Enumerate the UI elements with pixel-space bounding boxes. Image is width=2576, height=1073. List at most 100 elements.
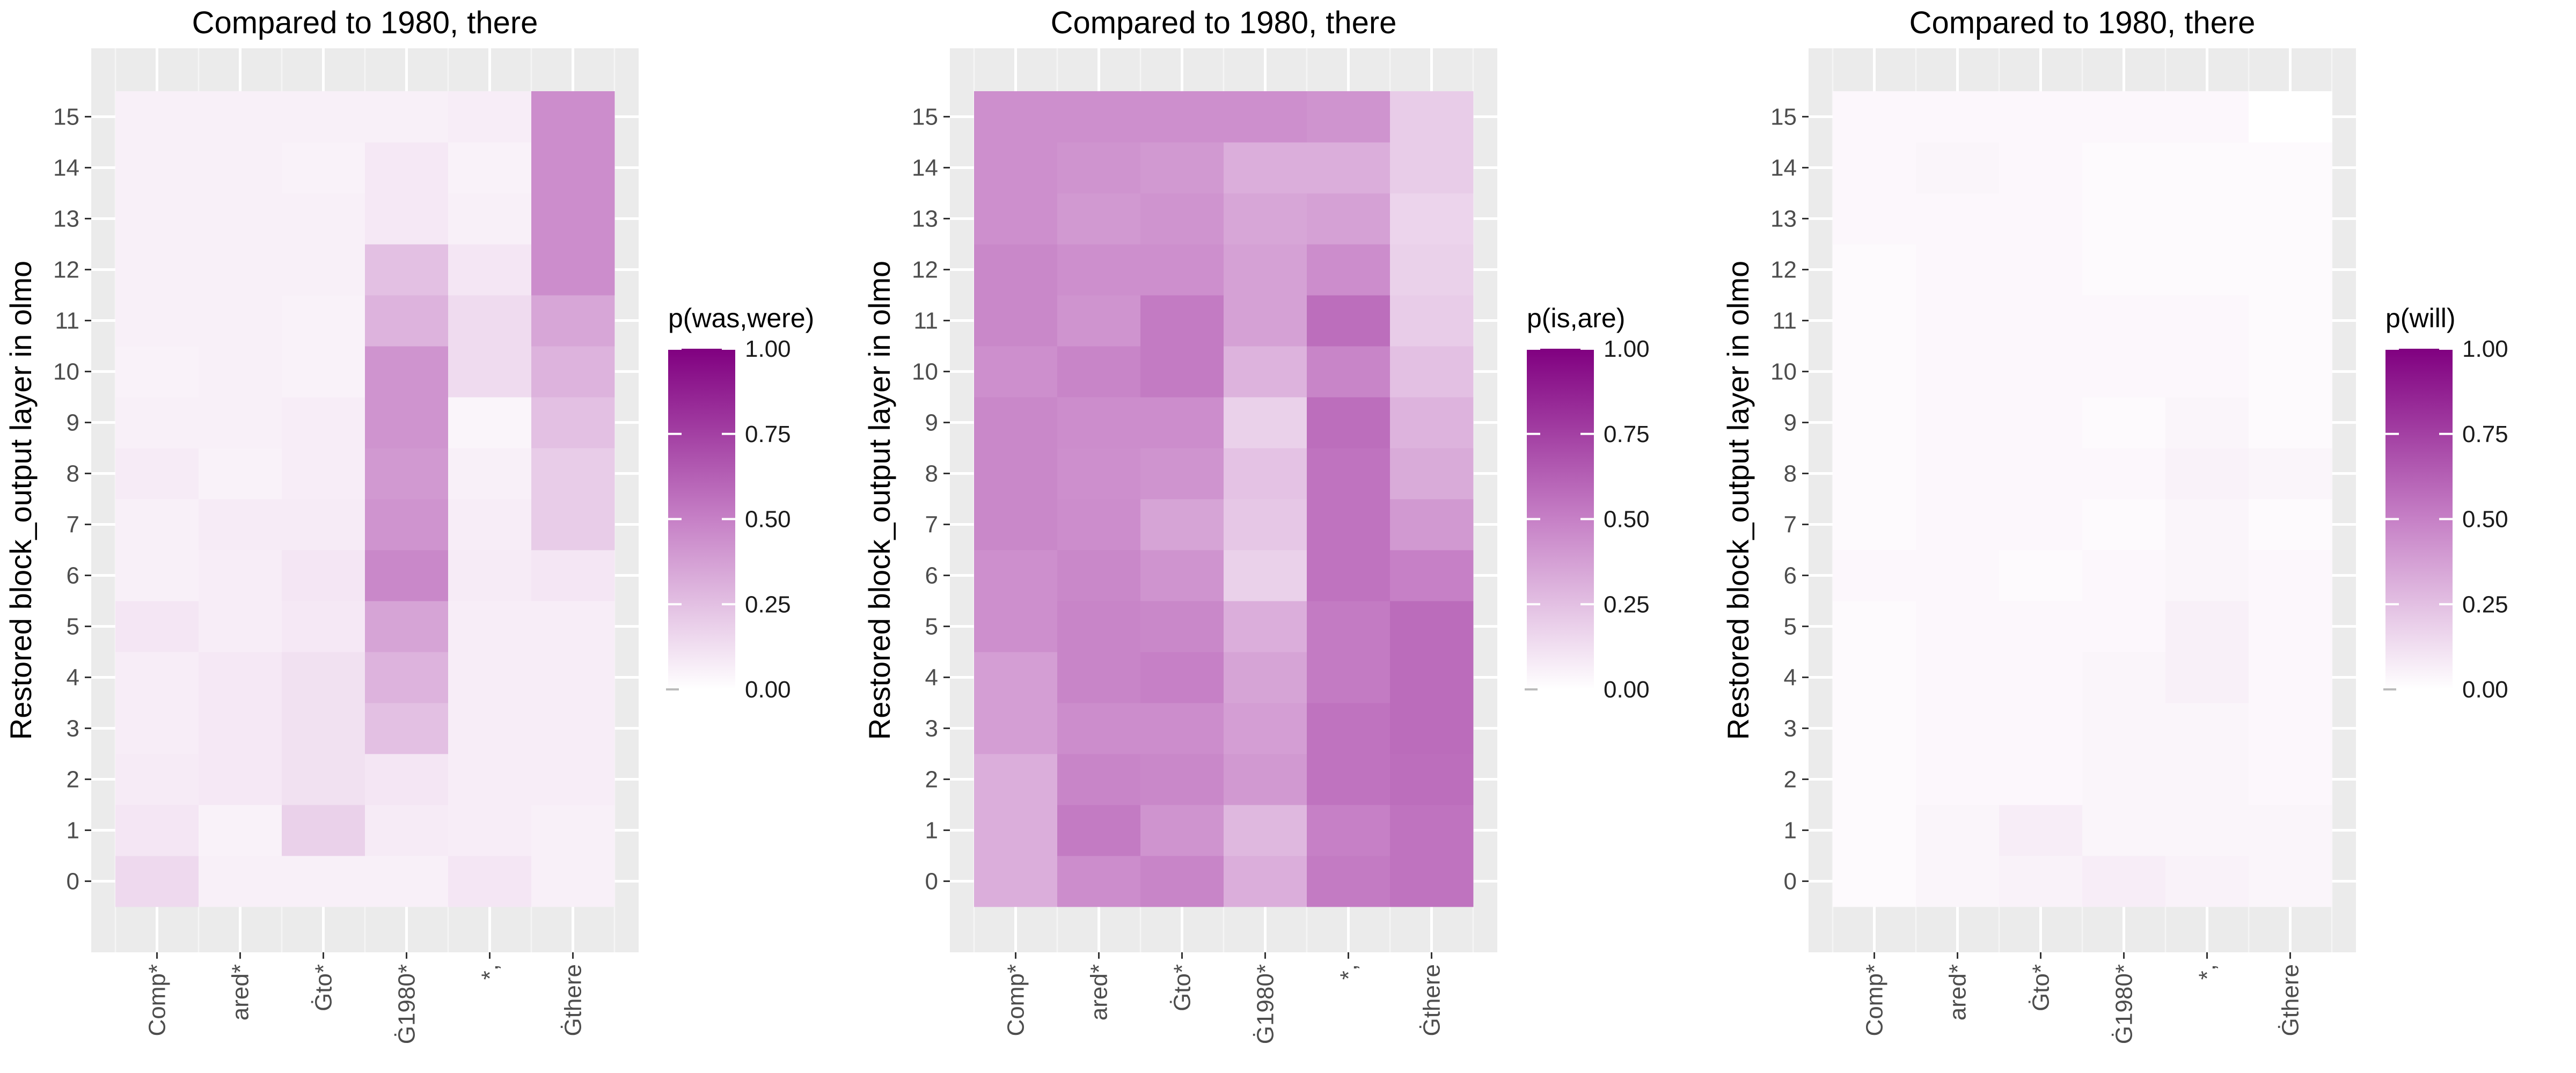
y-tick-label: 7 [1784,512,1797,538]
heatmap-cell [1057,703,1141,754]
heatmap-cell [2082,499,2166,550]
heatmap-cell [974,754,1058,805]
legend-tick-label: 0.25 [2462,591,2508,618]
heatmap-cell [2165,805,2249,856]
heatmap-cell [2165,550,2249,601]
heatmap-cell [531,856,615,907]
heatmap-cell [365,448,449,499]
legend-tick-label: 0.25 [745,591,791,618]
x-tick-label: *, [1336,964,1362,980]
heatmap-cell [115,142,199,194]
heatmap-cell [1390,550,1474,601]
heatmap-cell [1833,295,1916,347]
y-tick-label: 6 [925,563,938,589]
legend-tick-label: 0.50 [1604,506,1650,533]
legend-tick-label: 1.00 [2462,336,2508,362]
y-tick-label: 12 [53,257,79,283]
heatmap-cell [1999,142,2083,194]
heatmap-cell [1307,499,1391,550]
heatmap-cell [1390,193,1474,245]
y-tick-label: 2 [925,767,938,793]
x-tick-label: ared* [1086,964,1113,1020]
heatmap-cell [974,346,1058,398]
heatmap-cell [1057,244,1141,296]
heatmap-cell [974,499,1058,550]
heatmap-cell [2082,295,2166,347]
heatmap-cell [1140,193,1224,245]
heatmap-cell [1916,550,2000,601]
y-tick-label: 9 [67,410,79,436]
heatmap-cell [365,499,449,550]
heatmap-cell [365,142,449,194]
heatmap-cell [2249,601,2332,652]
y-tick-label: 12 [1770,257,1797,283]
heatmap-cell [1833,346,1916,398]
legend-tick-label: 0.75 [745,421,791,447]
heatmap-cell [1307,244,1391,296]
x-tick-label: Ġ1980* [2111,964,2138,1044]
heatmap-cell [1224,91,1307,143]
heatmap-cell [1390,652,1474,703]
heatmap-cell [531,244,615,296]
heatmap-cell [2165,499,2249,550]
heatmap-cell [282,550,365,601]
legend-tick-label: 0.50 [2462,506,2508,533]
heatmap-cell [974,601,1058,652]
heatmap-cell [1833,805,1916,856]
heatmap-cell [448,652,532,703]
heatmap-cell [1390,754,1474,805]
y-tick-label: 0 [1784,869,1797,895]
heatmap-cell [1224,550,1307,601]
y-tick-label: 5 [925,614,938,640]
heatmap-cell [199,703,282,754]
heatmap-cell [115,244,199,296]
y-tick-label: 1 [925,818,938,844]
y-tick-label: 8 [67,461,79,487]
y-axis-title: Restored block_output layer in olmo [4,261,38,740]
heatmap-cell [2082,856,2166,907]
heatmap-cell [199,193,282,245]
heatmap-cell [1057,397,1141,449]
heatmap-cell [531,550,615,601]
heatmap-cell [1307,142,1391,194]
heatmap-cell [974,448,1058,499]
heatmap-cell [1999,805,2083,856]
y-tick-label: 4 [67,665,79,691]
heatmap-cell [1057,142,1141,194]
heatmap-cell [1999,703,2083,754]
heatmap-cell [115,550,199,601]
heatmap-cell [531,142,615,194]
heatmap-cell [1833,244,1916,296]
heatmap-cell [1390,91,1474,143]
heatmap-cell [1224,805,1307,856]
heatmap-cell [199,499,282,550]
heatmap-cell [448,754,532,805]
heatmap-cell [1140,601,1224,652]
y-tick-label: 2 [67,767,79,793]
heatmap-cell [1140,244,1224,296]
heatmap-cell [1833,193,1916,245]
heatmap-cell [1307,550,1391,601]
heatmap-cell [2249,193,2332,245]
heatmap-cell [115,193,199,245]
heatmap-cell [1140,295,1224,347]
heatmap-cell [2165,448,2249,499]
heatmap-cell [1307,346,1391,398]
heatmap-cell [1833,652,1916,703]
heatmap-cell [448,295,532,347]
y-tick-label: 4 [1784,665,1797,691]
heatmap-cell [1057,805,1141,856]
heatmap-cell [2082,754,2166,805]
heatmap-cell [1307,397,1391,449]
x-tick-label: Ġto* [2028,964,2054,1011]
heatmap-cell [1916,397,2000,449]
heatmap-cell [365,193,449,245]
y-tick-label: 13 [912,206,938,232]
legend-tick-label: 0.75 [1604,421,1650,447]
heatmap-cell [1057,652,1141,703]
heatmap-cell [1916,193,2000,245]
y-tick-label: 11 [1772,308,1797,334]
heatmap-cell [365,397,449,449]
heatmap-cell [199,754,282,805]
